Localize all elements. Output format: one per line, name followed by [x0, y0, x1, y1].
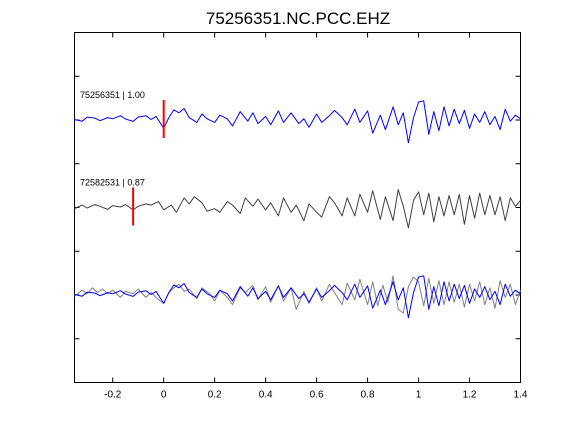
x-tick-label: -0.2: [104, 390, 122, 401]
trace-2: 72582531 | 0.87: [74, 178, 521, 229]
x-tick-label: 0.2: [208, 390, 222, 401]
x-tick-label: 1.4: [514, 390, 528, 401]
trace-1: 75256351 | 1.00: [74, 90, 521, 144]
trace-3: [74, 275, 521, 319]
trace-line: [74, 189, 521, 229]
trace-label: 72582531 | 0.87: [80, 178, 145, 188]
x-tick-label: 0.4: [259, 390, 273, 401]
chart-title: 75256351.NC.PCC.EHZ: [206, 9, 390, 28]
trace-line: [74, 100, 521, 144]
x-tick-label: 0: [161, 390, 167, 401]
x-tick-label: 1: [416, 390, 422, 401]
x-tick-label: 1.2: [463, 390, 477, 401]
overlay-series-2: [74, 275, 521, 319]
x-tick-label: 0.6: [310, 390, 324, 401]
traces-group: 75256351 | 1.00 72582531 | 0.87: [74, 90, 521, 319]
overlay-series-1: [74, 275, 521, 314]
trace-label: 75256351 | 1.00: [80, 90, 145, 100]
x-tick-label: 0.8: [361, 390, 375, 401]
x-axis: -0.2 0 0.2 0.4 0.6 0.8 1 1.2 1.4: [104, 32, 528, 401]
